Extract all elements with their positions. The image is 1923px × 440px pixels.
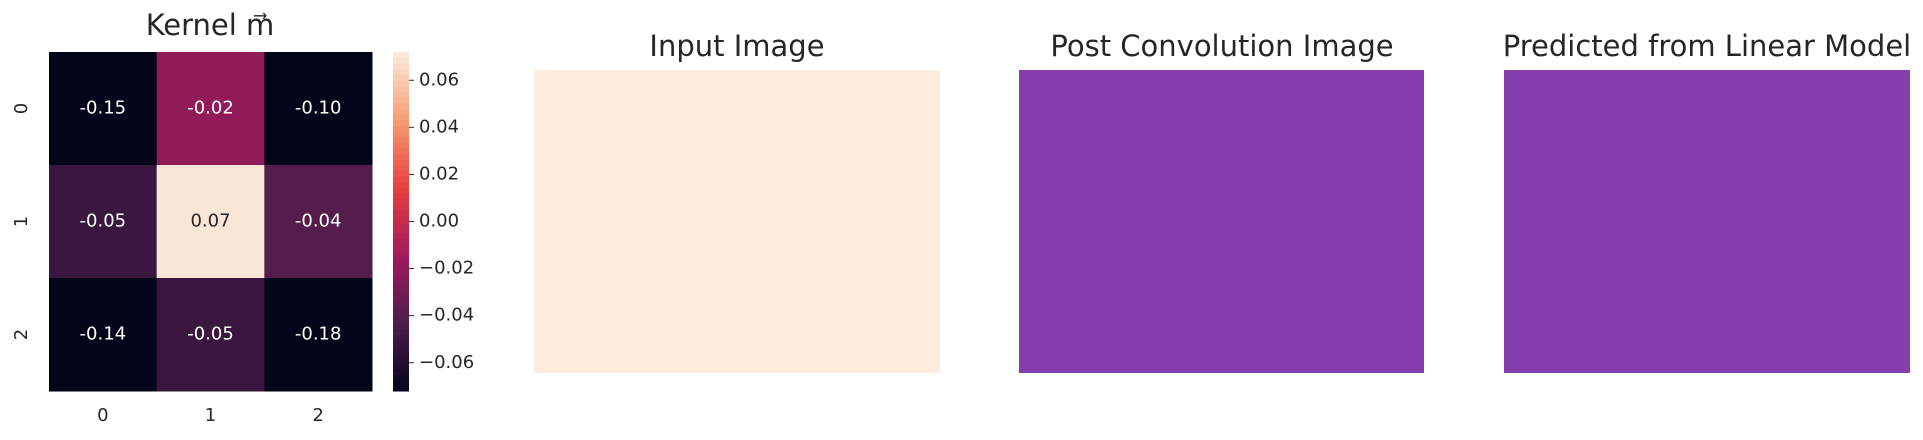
cell-label: 0.07 — [190, 211, 230, 232]
colorbar-segment — [393, 311, 409, 319]
x-tick-label: 2 — [312, 405, 323, 426]
colorbar-segment — [393, 261, 409, 268]
colorbar-segment — [393, 97, 409, 104]
colorbar-segment — [393, 238, 409, 245]
colorbar-segment — [393, 362, 409, 369]
colorbar-segment — [393, 323, 409, 330]
colorbar-segment — [393, 249, 409, 256]
convolution-image — [1019, 70, 1424, 373]
colorbar-segment — [393, 340, 409, 347]
colorbar-segment — [393, 80, 409, 87]
colorbar-segment — [393, 159, 409, 166]
colorbar-segment — [393, 204, 409, 211]
colorbar-segment — [393, 108, 409, 115]
cell-label: -0.05 — [187, 324, 234, 345]
cell-label: -0.05 — [80, 211, 127, 232]
colorbar-segment — [393, 102, 409, 109]
panel-title: Post Convolution Image — [1050, 29, 1393, 63]
colorbar-segment — [393, 85, 409, 93]
colorbar-segment — [393, 165, 409, 172]
colorbar-segment — [393, 181, 409, 189]
colorbar-segment — [393, 244, 409, 251]
colorbar-tick-label: 0.04 — [419, 116, 459, 137]
cell-label: -0.18 — [295, 324, 342, 345]
colorbar-segment — [393, 357, 409, 364]
colorbar-segment — [393, 153, 409, 160]
colorbar-segment — [393, 148, 409, 155]
colorbar-segment — [393, 294, 409, 302]
heatmap-cell — [49, 165, 158, 279]
colorbar-segment — [393, 368, 409, 375]
heatmap-title: Kernel m⃗ — [146, 8, 275, 42]
x-tick-label: 0 — [97, 405, 108, 426]
panel-title: Input Image — [649, 29, 824, 63]
colorbar-segment — [393, 52, 409, 59]
colorbar-segment — [393, 198, 409, 206]
cell-label: -0.15 — [80, 98, 127, 119]
colorbar-tick-label: 0.06 — [419, 69, 459, 90]
colorbar-segment — [393, 232, 409, 239]
colorbar-segment — [393, 345, 409, 352]
colorbar-segment — [393, 385, 409, 392]
colorbar-segment — [393, 272, 409, 279]
colorbar-segment — [393, 136, 409, 143]
colorbar-segment — [393, 317, 409, 324]
colorbar-segment — [393, 170, 409, 177]
colorbar-segment — [393, 300, 409, 307]
cell-label: -0.02 — [187, 98, 234, 119]
heatmap-cell — [156, 278, 265, 392]
heatmap-cell — [264, 165, 373, 279]
colorbar-segment — [393, 187, 409, 194]
colorbar-segment — [393, 193, 409, 200]
colorbar-segment — [393, 57, 409, 64]
colorbar-segment — [393, 374, 409, 381]
colorbar-tick-label: −0.06 — [419, 352, 474, 373]
colorbar-segment — [393, 255, 409, 262]
colorbar-segment — [393, 131, 409, 138]
colorbar-segment — [393, 283, 409, 290]
cell-label: -0.04 — [295, 211, 342, 232]
colorbar-segment — [393, 278, 409, 285]
y-tick-label: 1 — [11, 216, 32, 227]
colorbar-segment — [393, 328, 409, 335]
colorbar-tick-label: −0.02 — [419, 258, 474, 279]
input-image — [534, 70, 940, 373]
heatmap-cell — [156, 52, 265, 166]
colorbar-segment — [393, 334, 409, 341]
colorbar-segment — [393, 74, 409, 81]
colorbar-segment — [393, 176, 409, 183]
colorbar-tick-label: 0.00 — [419, 211, 459, 232]
y-tick-label: 0 — [11, 103, 32, 114]
colorbar-segment — [393, 215, 409, 222]
cell-label: -0.14 — [80, 324, 127, 345]
panel-title: Predicted from Linear Model — [1503, 29, 1911, 63]
heatmap-cell — [264, 52, 373, 166]
colorbar-segment — [393, 119, 409, 126]
colorbar-segment — [393, 289, 409, 296]
colorbar-tick-label: 0.02 — [419, 163, 459, 184]
colorbar-segment — [393, 91, 409, 98]
heatmap-cell — [49, 278, 158, 392]
colorbar-segment — [393, 142, 409, 149]
colorbar-segment — [393, 221, 409, 228]
colorbar-segment — [393, 379, 409, 386]
colorbar-segment — [393, 114, 409, 121]
predicted-image — [1504, 70, 1910, 373]
colorbar-segment — [393, 351, 409, 358]
y-tick-label: 2 — [11, 329, 32, 340]
heatmap-cell — [156, 165, 265, 279]
colorbar-segment — [393, 125, 409, 132]
colorbar-segment — [393, 63, 409, 70]
colorbar-tick-label: −0.04 — [419, 305, 474, 326]
cell-label: -0.10 — [295, 98, 342, 119]
colorbar-segment — [393, 210, 409, 217]
heatmap-cell — [264, 278, 373, 392]
colorbar-segment — [393, 68, 409, 76]
x-tick-label: 1 — [205, 405, 216, 426]
heatmap-cell — [49, 52, 158, 166]
colorbar-segment — [393, 227, 409, 234]
colorbar-segment — [393, 266, 409, 273]
colorbar-segment — [393, 306, 409, 313]
